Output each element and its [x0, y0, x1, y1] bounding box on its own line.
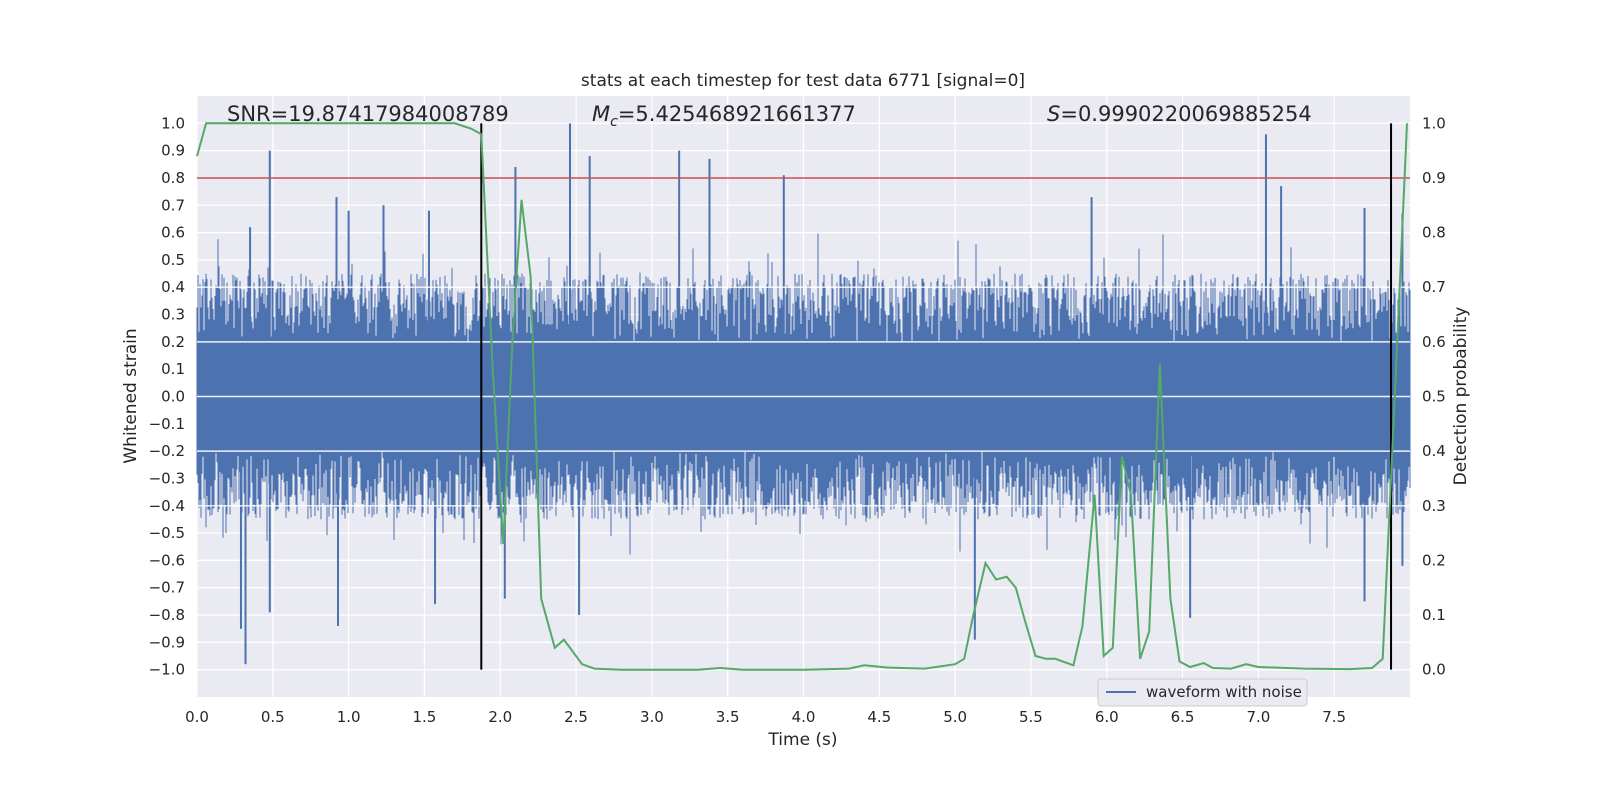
legend: waveform with noise	[1097, 678, 1308, 707]
x-tick-label: 0.5	[261, 708, 285, 726]
x-axis-ticks: 0.0 0.5 1.0 1.5 2.0 2.5 3.0 3.5 4.0 4.5 5.0 5.5 6.0 6…	[185, 708, 1346, 726]
y-right-axis-label: Detection probability	[1451, 307, 1471, 486]
x-tick-label: 5.5	[1019, 708, 1043, 726]
detection-probability-line	[196, 122, 1408, 671]
y-right-tick-label: 0.4	[1422, 442, 1446, 460]
legend-box	[1097, 678, 1308, 707]
y-left-tick-label: 0.7	[161, 196, 185, 214]
score-value: =0.9990220069885254	[1060, 102, 1311, 126]
y-right-tick-label: 0.0	[1422, 661, 1446, 679]
y-left-axis-label: Whitened strain	[121, 328, 141, 463]
y-left-tick-label: −0.7	[149, 579, 185, 597]
x-tick-label: 4.5	[867, 708, 891, 726]
x-tick-label: 7.0	[1246, 708, 1270, 726]
y-right-tick-label: 0.5	[1422, 388, 1446, 406]
x-tick-label: 6.0	[1095, 708, 1119, 726]
probability-series	[196, 122, 1408, 671]
x-tick-label: 2.0	[488, 708, 512, 726]
y-left-tick-label: −1.0	[149, 661, 185, 679]
y-right-axis-ticks: 1.0 0.9 0.8 0.7 0.6 0.5 0.4 0.3 0.2 0.1 0.0	[1422, 114, 1446, 678]
y-left-tick-label: −0.8	[149, 606, 185, 624]
chirp-mass-value: =5.425468921661377	[618, 102, 856, 126]
x-tick-label: 4.0	[792, 708, 816, 726]
x-tick-label: 0.0	[185, 708, 209, 726]
chart-title: stats at each timestep for test data 677…	[581, 71, 1025, 91]
y-left-tick-label: 0.5	[161, 251, 185, 269]
y-right-tick-label: 0.7	[1422, 278, 1446, 296]
x-tick-label: 1.0	[337, 708, 361, 726]
x-tick-label: 7.5	[1322, 708, 1346, 726]
y-left-tick-label: 0.4	[161, 278, 185, 296]
y-left-tick-label: −0.5	[149, 524, 185, 542]
y-left-tick-label: 0.8	[161, 169, 185, 187]
y-left-tick-label: 0.1	[161, 360, 185, 378]
x-tick-label: 6.5	[1171, 708, 1195, 726]
y-left-tick-label: −0.1	[149, 415, 185, 433]
y-right-tick-label: 0.9	[1422, 169, 1446, 187]
y-left-tick-label: 1.0	[161, 114, 185, 132]
y-left-tick-label: 0.6	[161, 224, 185, 242]
y-left-tick-label: −0.4	[149, 497, 185, 515]
y-right-tick-label: 0.6	[1422, 333, 1446, 351]
overlays	[197, 123, 1410, 670]
score-annotation: S=0.9990220069885254	[1047, 102, 1312, 126]
legend-label-waveform: waveform with noise	[1146, 683, 1302, 701]
y-left-tick-label: 0.0	[161, 388, 185, 406]
chirp-mass-annotation: Mc=5.425468921661377	[592, 102, 856, 130]
x-tick-label: 5.0	[943, 708, 967, 726]
y-left-tick-label: −0.3	[149, 469, 185, 487]
x-tick-label: 1.5	[413, 708, 437, 726]
x-tick-label: 3.5	[716, 708, 740, 726]
y-left-tick-label: 0.2	[161, 333, 185, 351]
y-left-tick-label: 0.9	[161, 142, 185, 160]
y-right-tick-label: 0.2	[1422, 551, 1446, 569]
snr-annotation: SNR=19.87417984008789	[227, 102, 509, 126]
x-tick-label: 3.0	[640, 708, 664, 726]
x-axis-label: Time (s)	[767, 730, 837, 750]
score-symbol: S	[1047, 102, 1060, 126]
y-left-tick-label: 0.3	[161, 306, 185, 324]
y-left-axis-ticks: 1.0 0.9 0.8 0.7 0.6 0.5 0.4 0.3 0.2 0.1 0.0 −0.1 −0.…	[149, 114, 185, 678]
chirp-mass-subscript: c	[610, 114, 618, 130]
y-right-tick-label: 0.8	[1422, 224, 1446, 242]
chirp-mass-symbol: M	[592, 102, 610, 126]
y-left-tick-label: −0.9	[149, 633, 185, 651]
y-right-tick-label: 0.3	[1422, 497, 1446, 515]
x-tick-label: 2.5	[564, 708, 588, 726]
waveform-series	[196, 123, 1411, 665]
y-right-tick-label: 0.1	[1422, 606, 1446, 624]
y-left-tick-label: −0.2	[149, 442, 185, 460]
y-left-tick-label: −0.6	[149, 551, 185, 569]
y-right-tick-label: 1.0	[1422, 114, 1446, 132]
